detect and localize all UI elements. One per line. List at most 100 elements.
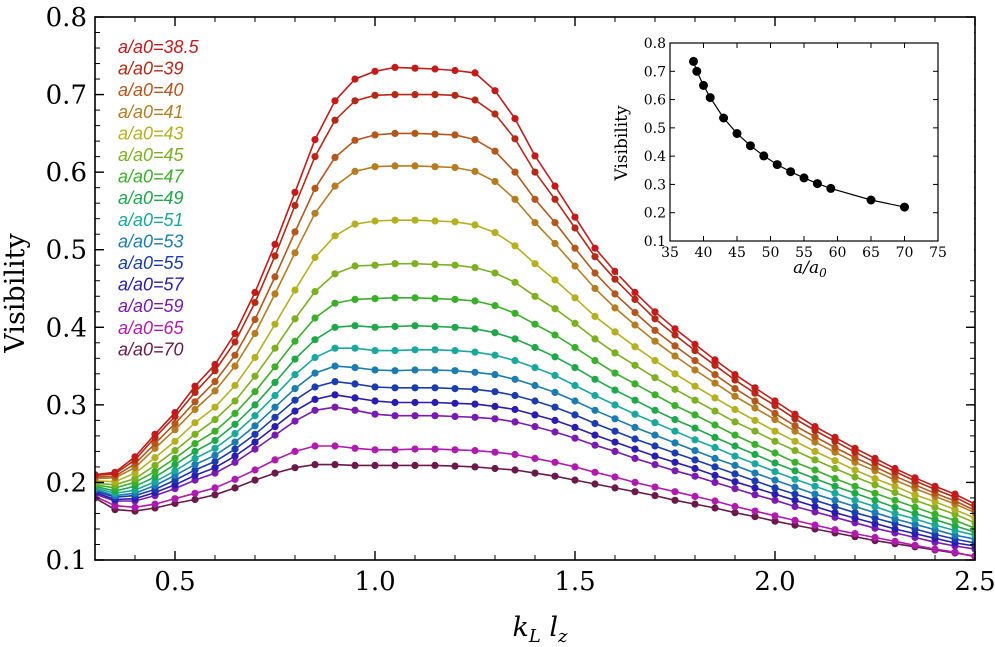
data-point-a-a0-65 [951,548,959,556]
inset-data-point [759,151,769,161]
data-point-a-a0-51 [871,502,879,511]
data-point-a-a0-49 [291,355,299,363]
data-point-a-a0-51 [891,509,899,518]
data-point-a-a0-38-5 [611,267,619,275]
data-point-a-a0-41 [211,387,219,395]
data-point-a-a0-38-5 [691,340,699,348]
data-point-a-a0-39 [671,331,679,339]
data-point-a-a0-59 [651,461,659,469]
data-point-a-a0-47 [651,391,659,399]
data-point-a-a0-53 [531,381,539,390]
data-point-a-a0-40 [631,308,639,317]
main-x-tick-label: 0.5 [154,567,195,597]
data-point-a-a0-41 [171,426,179,434]
data-point-a-a0-43 [291,286,299,294]
data-point-a-a0-55 [591,419,599,428]
data-point-a-a0-65 [171,495,179,503]
data-point-a-a0-53 [351,364,359,372]
data-point-a-a0-43 [691,382,699,390]
data-point-a-a0-39 [511,135,519,143]
main-y-tick-label: 0.1 [46,546,87,576]
data-point-a-a0-51 [311,353,319,362]
data-point-a-a0-65 [491,448,499,456]
data-point-a-a0-55 [451,385,459,393]
data-point-a-a0-59 [691,472,699,480]
data-point-a-a0-45 [371,261,379,269]
data-point-a-a0-45 [911,496,919,504]
data-point-a-a0-57 [351,394,359,402]
legend-entry-a-a0-70: a/a0=70 [118,339,184,359]
series-a-a0-57 [95,391,975,550]
data-point-a-a0-59 [671,467,679,475]
data-point-a-a0-47 [311,314,319,322]
data-point-a-a0-55 [531,397,539,405]
series-line-a-a0-53 [95,365,975,540]
data-point-a-a0-47 [911,503,919,511]
data-point-a-a0-47 [471,297,479,305]
data-point-a-a0-51 [431,346,439,354]
data-point-a-a0-38-5 [791,410,799,418]
data-point-a-a0-39 [291,201,299,210]
data-point-a-a0-51 [331,344,339,352]
data-point-a-a0-70 [531,469,539,477]
data-point-a-a0-49 [311,336,319,344]
data-point-a-a0-53 [551,388,559,396]
inset-x-tick-label: 60 [829,245,847,261]
data-point-a-a0-59 [731,485,739,493]
data-point-a-a0-41 [331,182,339,190]
data-point-a-a0-55 [211,457,219,466]
data-point-a-a0-65 [611,473,619,481]
data-point-a-a0-55 [831,502,839,511]
data-point-a-a0-38-5 [751,384,759,392]
data-point-a-a0-55 [351,380,359,388]
data-point-a-a0-39 [311,153,319,161]
data-point-a-a0-38-5 [151,430,159,438]
data-point-a-a0-39 [651,315,659,323]
data-point-a-a0-47 [731,431,739,439]
data-point-a-a0-40 [791,422,799,430]
data-point-a-a0-53 [191,461,199,469]
data-point-a-a0-70 [431,461,439,469]
data-point-a-a0-39 [711,361,719,369]
data-point-a-a0-53 [611,415,619,423]
data-point-a-a0-47 [931,510,939,518]
data-point-a-a0-45 [211,416,219,424]
data-point-a-a0-38-5 [811,423,819,431]
data-point-a-a0-65 [411,445,419,453]
data-point-a-a0-55 [631,435,639,443]
data-point-a-a0-45 [491,269,499,277]
data-point-a-a0-59 [711,478,719,486]
legend-entry-a-a0-40: a/a0=40 [118,80,184,100]
data-point-a-a0-57 [751,484,759,492]
data-point-a-a0-57 [291,407,299,415]
data-point-a-a0-55 [431,384,439,392]
data-point-a-a0-65 [131,503,139,511]
data-point-a-a0-65 [591,468,599,476]
data-point-a-a0-70 [771,517,779,525]
data-point-a-a0-49 [411,322,419,330]
data-point-a-a0-51 [231,430,239,438]
data-point-a-a0-70 [751,513,759,521]
data-point-a-a0-39 [351,97,359,105]
data-point-a-a0-59 [211,469,219,477]
data-point-a-a0-49 [211,436,219,445]
legend: a/a0=38.5a/a0=39a/a0=40a/a0=41a/a0=43a/a… [118,37,200,359]
data-point-a-a0-55 [671,449,679,457]
data-point-a-a0-70 [231,484,239,492]
data-point-a-a0-49 [751,450,759,459]
data-point-a-a0-51 [651,419,659,427]
data-point-a-a0-40 [651,326,659,334]
data-point-a-a0-45 [671,385,679,393]
inset-y-tick-label: 0.6 [644,93,666,109]
data-point-a-a0-38-5 [411,64,419,72]
inset-x-tick-label: 45 [728,245,746,261]
data-point-a-a0-41 [691,366,699,374]
data-point-a-a0-41 [451,163,459,172]
data-point-a-a0-57 [731,478,739,486]
data-point-a-a0-41 [731,392,739,400]
data-point-a-a0-41 [471,167,479,175]
data-point-a-a0-59 [391,412,399,420]
data-point-a-a0-49 [531,343,539,352]
data-point-a-a0-55 [471,385,479,393]
data-point-a-a0-45 [511,278,519,286]
